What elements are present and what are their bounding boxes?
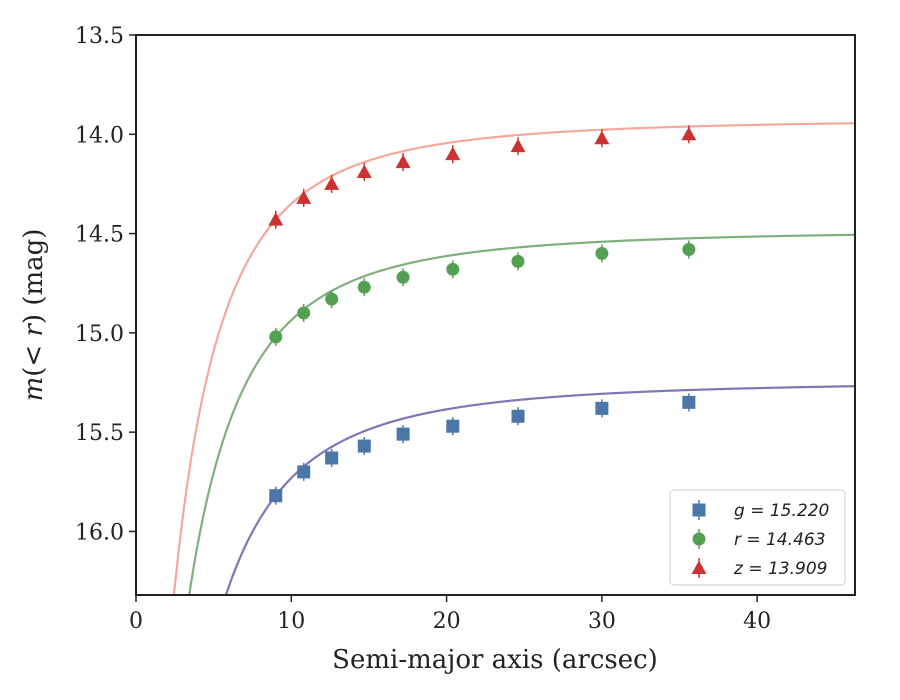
plot-frame bbox=[135, 34, 856, 596]
legend-box bbox=[669, 489, 846, 586]
legend-marker-g bbox=[692, 503, 706, 517]
data-point-z bbox=[594, 130, 610, 145]
x-tick-label: 0 bbox=[129, 609, 143, 634]
legend-label-g: g = 15.220 bbox=[734, 501, 829, 521]
legend-label-r: r = 14.463 bbox=[734, 530, 826, 550]
y-tick-label: 14.5 bbox=[75, 223, 124, 248]
data-point-g bbox=[446, 419, 460, 433]
x-tick-label: 30 bbox=[588, 609, 616, 634]
data-point-g bbox=[595, 401, 609, 415]
data-point-r bbox=[325, 292, 339, 306]
y-axis-label-part: ) (mag) bbox=[19, 229, 49, 325]
legend-label-z: z = 13.909 bbox=[733, 559, 827, 579]
data-point-g bbox=[325, 451, 339, 465]
x-tick-label: 40 bbox=[743, 609, 771, 634]
data-point-z bbox=[324, 176, 340, 190]
data-point-r bbox=[511, 254, 525, 268]
x-axis-label: Semi-major axis (arcsec) bbox=[332, 645, 658, 675]
data-point-g bbox=[511, 409, 525, 423]
data-point-r bbox=[595, 246, 609, 260]
legend: g = 15.220 r = 14.463 z = 13.909 bbox=[669, 489, 846, 586]
data-point-r bbox=[357, 280, 371, 294]
data-point-z bbox=[268, 212, 284, 226]
y-tick-label: 13.5 bbox=[75, 24, 124, 49]
y-axis-label-part: r bbox=[19, 323, 49, 337]
y-axis-label-part: m bbox=[19, 377, 49, 402]
y-axis-label: m(< r) (mag) bbox=[19, 229, 49, 402]
data-point-z bbox=[356, 164, 372, 179]
data-point-g bbox=[396, 427, 410, 441]
data-point-g bbox=[357, 439, 371, 453]
data-point-z bbox=[681, 126, 697, 141]
data-point-g bbox=[682, 395, 696, 409]
y-tick-label: 14.0 bbox=[75, 123, 124, 148]
data-point-r bbox=[682, 242, 696, 256]
y-tick-label: 16.0 bbox=[75, 520, 124, 545]
x-tick-label: 10 bbox=[277, 609, 305, 634]
data-point-z bbox=[296, 190, 312, 204]
data-points bbox=[268, 125, 697, 505]
data-point-z bbox=[510, 138, 526, 153]
data-point-g bbox=[297, 465, 311, 479]
data-point-r bbox=[297, 306, 311, 320]
x-axis-ticks: 0 10 20 30 40 bbox=[129, 595, 771, 634]
data-point-r bbox=[396, 270, 410, 284]
legend-marker-r bbox=[692, 532, 706, 546]
data-point-r bbox=[446, 262, 460, 276]
y-tick-label: 15.0 bbox=[75, 322, 124, 347]
data-point-z bbox=[445, 146, 461, 161]
y-axis-ticks: 13.5 14.0 14.5 15.0 15.5 16.0 bbox=[75, 24, 136, 545]
legend-marker-z bbox=[691, 560, 707, 574]
y-tick-label: 15.5 bbox=[75, 421, 124, 446]
x-tick-label: 20 bbox=[433, 609, 461, 634]
data-point-z bbox=[395, 154, 411, 169]
data-point-r bbox=[269, 330, 283, 344]
y-axis-label-part: (< bbox=[19, 337, 49, 377]
data-point-g bbox=[269, 489, 283, 503]
